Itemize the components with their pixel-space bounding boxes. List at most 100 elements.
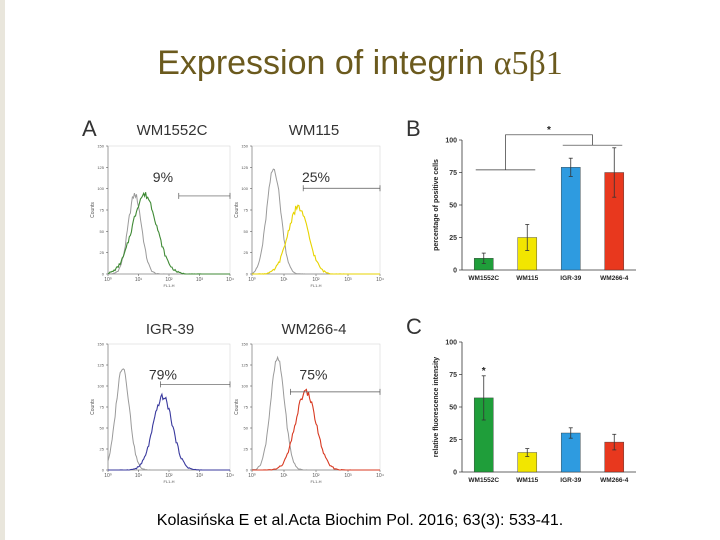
hist-y-tick-label: 100 — [97, 384, 104, 389]
hist-x-tick-label: 10² — [165, 277, 173, 283]
slide-left-border — [0, 0, 5, 540]
hist-x-label: FL1-H — [163, 479, 174, 484]
bar-category-label: WM266-4 — [600, 275, 629, 282]
hist-y-tick-label: 150 — [241, 144, 248, 149]
hist-x-tick-label: 10¹ — [280, 277, 288, 283]
bar-y-tick-label: 50 — [449, 203, 457, 210]
citation: Kolasińska E et al.Acta Biochim Pol. 201… — [156, 512, 564, 529]
significance-star: * — [482, 366, 486, 377]
hist-x-tick-label: 10² — [312, 277, 320, 283]
flow-histogram-igr-39 — [106, 343, 231, 472]
hist-y-tick-label: 0 — [102, 468, 105, 473]
hist-x-tick-label: 10³ — [196, 277, 204, 283]
bar-category-label: WM1552C — [468, 275, 499, 282]
hist-x-tick-label: 10³ — [196, 473, 204, 479]
bar-category-label: WM266-4 — [600, 477, 629, 484]
sig-bracket — [505, 134, 593, 170]
hist-y-tick-label: 150 — [97, 342, 104, 347]
hist-x-label: FL1-H — [163, 283, 174, 288]
hist-y-tick-label: 125 — [241, 363, 248, 368]
flow-histogram-wm115 — [250, 145, 381, 276]
hist-frame — [107, 343, 231, 471]
hist-y-tick-label: 75 — [244, 208, 249, 213]
bar-category-label: WM115 — [516, 477, 538, 484]
hist-y-label: Counts — [90, 202, 96, 218]
hist-x-tick-label: 10² — [312, 473, 320, 479]
hist-y-tick-label: 75 — [244, 405, 249, 410]
hist-y-tick-label: 25 — [244, 447, 249, 452]
bar-category-label: WM1552C — [468, 477, 499, 484]
hist-x-tick-label: 10¹ — [135, 473, 143, 479]
hist-y-tick-label: 100 — [241, 384, 248, 389]
hist-y-tick-label: 150 — [241, 342, 248, 347]
hist-x-tick-label: 10⁴ — [376, 473, 384, 479]
significance-star: * — [547, 125, 551, 136]
hist-y-tick-label: 25 — [244, 250, 249, 255]
hist-x-tick-label: 10⁰ — [104, 277, 112, 283]
flow-histogram-wm1552c — [106, 145, 231, 276]
bar-y-tick-label: 0 — [453, 268, 457, 275]
bar-igr-39 — [560, 432, 581, 473]
slide-title: Expression of integrin α5β1 — [0, 44, 720, 83]
hist-y-tick-label: 25 — [100, 447, 105, 452]
hist-y-label: Counts — [234, 399, 240, 415]
hist-y-tick-label: 125 — [241, 165, 248, 170]
bar-y-tick-label: 50 — [449, 405, 457, 412]
flow-histogram-wm266-4 — [250, 343, 381, 472]
bar-y-tick-label: 25 — [449, 437, 457, 444]
hist-y-tick-label: 150 — [97, 144, 104, 149]
bar-y-tick-label: 0 — [453, 470, 457, 477]
bar-y-tick-label: 25 — [449, 235, 457, 242]
hist-frame — [251, 343, 381, 471]
hist-y-tick-label: 0 — [102, 272, 105, 277]
hist-x-tick-label: 10¹ — [135, 277, 143, 283]
title-greek-text: α5β1 — [493, 45, 563, 82]
hist-y-tick-label: 50 — [100, 426, 105, 431]
panel-label-c: C — [406, 314, 422, 339]
hist-y-label: Counts — [90, 399, 96, 415]
hist-y-tick-label: 75 — [100, 208, 105, 213]
hist-title: WM115 — [289, 122, 340, 139]
hist-x-label: FL1-H — [310, 479, 321, 484]
bar-y-tick-label: 75 — [449, 170, 457, 177]
hist-x-tick-label: 10⁰ — [248, 473, 256, 479]
hist-x-tick-label: 10¹ — [280, 473, 288, 479]
hist-gate-percent: 75% — [299, 366, 327, 382]
hist-sample-curve — [251, 204, 380, 275]
hist-x-tick-label: 10⁴ — [226, 277, 234, 283]
bar-category-label: WM115 — [516, 275, 538, 282]
bar-y-label: relative fluorescence intensity — [433, 357, 440, 457]
hist-y-tick-label: 0 — [246, 272, 249, 277]
bar-category-label: IGR-39 — [560, 477, 581, 484]
hist-y-tick-label: 75 — [100, 405, 105, 410]
bar-category-label: IGR-39 — [560, 275, 581, 282]
hist-y-tick-label: 125 — [97, 363, 104, 368]
hist-title: WM1552C — [137, 122, 208, 139]
hist-x-tick-label: 10³ — [344, 473, 352, 479]
hist-x-tick-label: 10⁴ — [226, 473, 234, 479]
title-text: Expression of integrin — [157, 44, 494, 82]
hist-y-tick-label: 0 — [246, 468, 249, 473]
hist-frame — [107, 145, 231, 275]
hist-y-tick-label: 25 — [100, 250, 105, 255]
hist-y-tick-label: 50 — [244, 229, 249, 234]
hist-y-label: Counts — [234, 202, 240, 218]
hist-y-tick-label: 100 — [97, 186, 104, 191]
figure: A B C 0 25 50 75 100 125 150 Counts 10⁰ 10¹ 10² 10³ 10⁴… — [82, 116, 646, 496]
hist-sample-curve — [108, 392, 230, 471]
hist-frame — [251, 145, 381, 275]
bar-chart-c — [459, 341, 636, 473]
hist-gate-percent: 9% — [153, 169, 173, 185]
bar-y-label: percentage of positive cells — [433, 159, 440, 251]
hist-x-tick-label: 10² — [165, 473, 173, 479]
hist-sample-curve — [107, 191, 230, 275]
bar-igr-39 — [560, 167, 581, 271]
hist-control-curve — [107, 192, 230, 275]
bar-y-tick-label: 75 — [449, 372, 457, 379]
bar-chart-b — [459, 134, 636, 271]
hist-y-tick-label: 50 — [100, 229, 105, 234]
figure-svg: A B C 0 25 50 75 100 125 150 Counts 10⁰ 10¹ 10² 10³ 10⁴… — [82, 116, 636, 484]
hist-x-tick-label: 10⁰ — [248, 277, 256, 283]
hist-y-tick-label: 125 — [97, 165, 104, 170]
hist-title: WM266-4 — [281, 321, 346, 338]
